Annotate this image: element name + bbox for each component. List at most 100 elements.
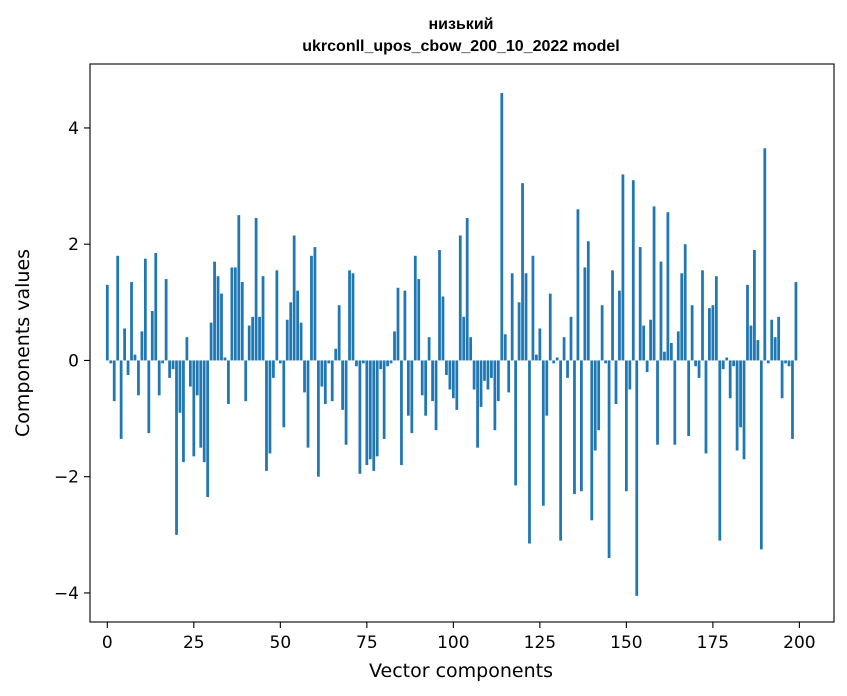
bar-2 <box>112 360 116 402</box>
bar-43 <box>254 218 258 361</box>
bar-93 <box>427 337 431 361</box>
bar-149 <box>621 174 625 361</box>
bar-8 <box>133 354 137 361</box>
bar-4 <box>119 360 123 439</box>
bar-25 <box>192 360 196 457</box>
bar-181 <box>732 360 736 367</box>
bar-198 <box>791 360 794 439</box>
bar-123 <box>531 255 535 361</box>
bar-109 <box>483 360 486 381</box>
bar-3 <box>116 255 120 361</box>
bar-46 <box>265 360 268 471</box>
bar-142 <box>597 360 601 431</box>
bar-176 <box>714 276 718 361</box>
bar-12 <box>147 360 151 434</box>
y-tick-label: −4 <box>54 584 79 604</box>
bar-130 <box>555 357 559 361</box>
bar-9 <box>137 360 140 396</box>
bar-116 <box>507 360 511 393</box>
bar-97 <box>441 296 445 361</box>
bar-194 <box>777 316 781 361</box>
bar-144 <box>604 360 607 364</box>
bar-35 <box>227 360 230 405</box>
chart-title: низький <box>429 16 494 33</box>
bar-84 <box>396 287 400 361</box>
bar-133 <box>566 360 569 378</box>
bar-187 <box>753 250 756 361</box>
bar-120 <box>521 183 524 361</box>
bar-31 <box>213 261 216 361</box>
bar-110 <box>486 360 490 390</box>
y-tick-label: 2 <box>68 235 79 255</box>
bar-129 <box>552 360 556 364</box>
bar-163 <box>669 343 673 361</box>
bar-73 <box>358 360 362 474</box>
bar-58 <box>306 360 310 448</box>
bar-178 <box>721 360 725 370</box>
bar-167 <box>683 244 687 361</box>
bar-32 <box>216 276 220 361</box>
bar-118 <box>514 360 518 486</box>
bar-85 <box>400 360 403 466</box>
bar-64 <box>327 360 331 364</box>
bar-91 <box>420 360 424 396</box>
bar-52 <box>285 319 289 361</box>
bar-23 <box>185 337 189 361</box>
bar-155 <box>642 325 646 361</box>
bar-54 <box>292 235 296 361</box>
bar-56 <box>299 322 303 361</box>
bar-135 <box>573 360 576 495</box>
bar-173 <box>704 360 708 454</box>
bar-158 <box>652 206 656 361</box>
bar-20 <box>175 360 178 535</box>
bar-160 <box>659 261 663 361</box>
chart-subtitle: ukrconll_upos_cbow_200_10_2022 model <box>302 38 619 55</box>
bar-102 <box>458 235 462 361</box>
y-axis-label: Components values <box>12 249 34 437</box>
bar-119 <box>517 302 521 361</box>
bar-28 <box>202 360 206 463</box>
bar-170 <box>694 360 697 367</box>
bar-30 <box>209 322 213 361</box>
bar-100 <box>451 360 455 399</box>
bar-166 <box>680 273 684 361</box>
bar-95 <box>434 360 438 431</box>
x-tick-label: 125 <box>524 633 556 653</box>
bar-179 <box>725 357 729 361</box>
bar-7 <box>130 281 133 361</box>
x-tick-label: 75 <box>356 633 378 653</box>
bar-29 <box>206 360 210 498</box>
bar-139 <box>586 241 590 361</box>
x-tick-label: 50 <box>270 633 292 653</box>
bar-34 <box>223 357 227 361</box>
bar-128 <box>548 293 552 361</box>
bar-143 <box>600 305 604 361</box>
bar-72 <box>355 360 358 367</box>
y-tick-label: 0 <box>68 351 79 371</box>
bar-83 <box>393 331 396 361</box>
bar-47 <box>268 360 272 454</box>
bar-57 <box>303 360 306 393</box>
bar-106 <box>472 360 476 390</box>
bar-183 <box>739 360 742 428</box>
bar-22 <box>182 360 185 463</box>
bar-150 <box>624 360 628 492</box>
bar-127 <box>545 360 549 416</box>
bar-113 <box>496 360 500 402</box>
bar-141 <box>593 360 597 451</box>
bar-125 <box>538 328 542 361</box>
bar-63 <box>323 360 327 405</box>
bar-154 <box>638 247 642 361</box>
bar-89 <box>413 255 417 361</box>
bar-114 <box>500 93 504 361</box>
bar-132 <box>562 337 566 361</box>
x-tick-label: 150 <box>610 633 642 653</box>
bar-1 <box>109 360 113 364</box>
bar-36 <box>230 267 234 361</box>
bar-24 <box>188 360 192 387</box>
bar-182 <box>735 360 739 451</box>
bar-51 <box>282 360 286 428</box>
bar-16 <box>161 360 165 364</box>
bar-76 <box>368 360 372 460</box>
